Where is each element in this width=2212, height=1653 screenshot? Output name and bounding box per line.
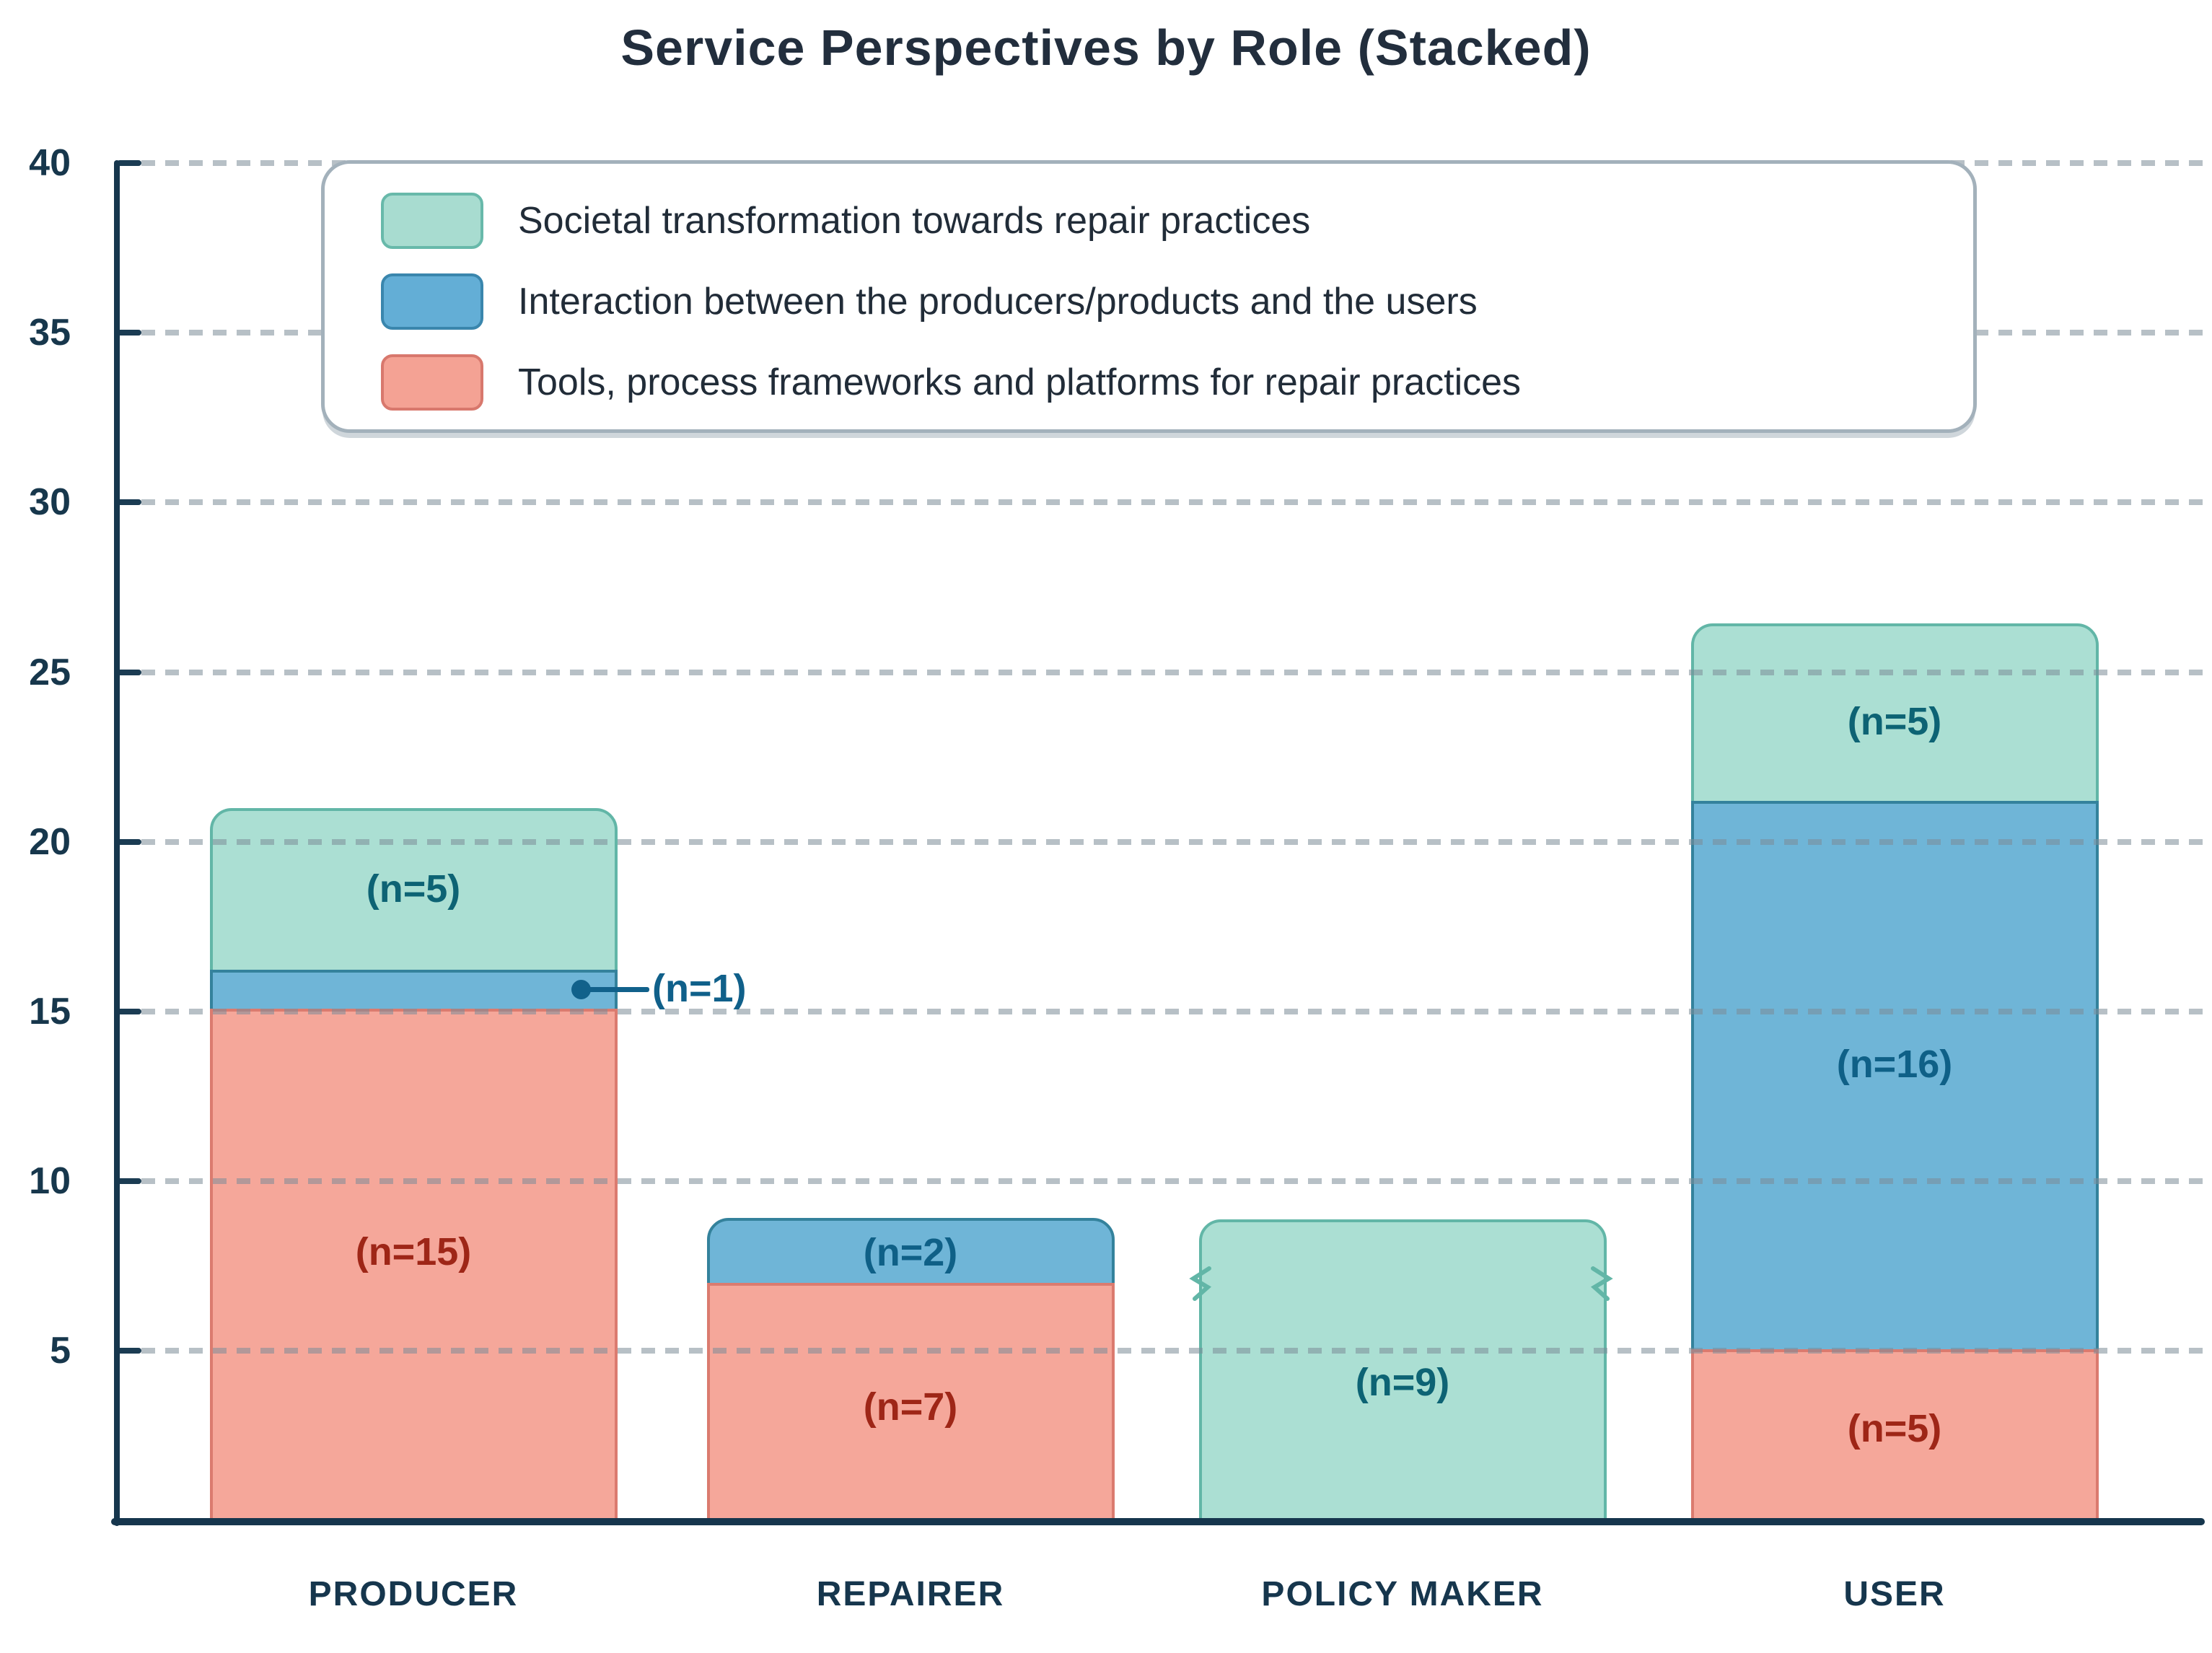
chart-title: Service Perspectives by Role (Stacked) — [620, 19, 1592, 76]
y-tick-label: 30 — [29, 481, 71, 523]
gridline-20 — [141, 839, 2205, 845]
x-tick-label-user: USER — [1843, 1575, 1946, 1613]
legend-swatch-interaction — [381, 273, 483, 330]
x-tick-label-producer: PRODUCER — [308, 1575, 519, 1613]
bar-label-user-societal: (n=5) — [1847, 700, 1942, 743]
bar-label-repairer-tools: (n=7) — [863, 1385, 958, 1429]
y-tick-mark — [117, 1178, 141, 1184]
y-axis-line — [114, 160, 120, 1526]
gridline-30 — [141, 499, 2205, 505]
y-tick-label: 35 — [29, 312, 71, 354]
legend-label-societal: Societal transformation towards repair p… — [518, 200, 1311, 242]
bar-label-repairer-interaction: (n=2) — [863, 1231, 958, 1274]
bar-segment-policy-societal — [1199, 1219, 1607, 1522]
y-tick-label: 20 — [29, 821, 71, 863]
bar-label-producer-tools: (n=15) — [355, 1230, 472, 1273]
bar-segment-user-tools — [1691, 1349, 2099, 1522]
gridline-5 — [141, 1348, 2205, 1354]
y-tick-label: 25 — [29, 652, 71, 693]
legend-label-interaction: Interaction between the producers/produc… — [518, 281, 1478, 323]
bar-label-user-interaction: (n=16) — [1836, 1043, 1953, 1086]
bar-segment-producer-societal — [210, 808, 618, 973]
bar-segment-user-societal — [1691, 623, 2099, 804]
bar-segment-repairer-interaction — [707, 1218, 1115, 1286]
bar-label-user-tools: (n=5) — [1847, 1407, 1942, 1450]
x-axis-line — [111, 1518, 2205, 1525]
gridline-10 — [141, 1178, 2205, 1184]
x-tick-label-repairer: REPAIRER — [816, 1575, 1005, 1613]
legend-label-tools: Tools, process frameworks and platforms … — [518, 361, 1522, 403]
y-tick-mark — [117, 670, 141, 675]
x-tick-label-policy-maker: POLICY MAKER — [1261, 1575, 1544, 1613]
y-tick-mark — [117, 330, 141, 336]
bar-segment-producer-interaction — [210, 970, 618, 1012]
hand-drawn-notch-icon — [1189, 1266, 1212, 1301]
y-tick-mark — [117, 1348, 141, 1354]
callout-leader-line — [581, 987, 649, 992]
hand-drawn-notch-icon — [1590, 1266, 1613, 1301]
bar-segment-repairer-tools — [707, 1283, 1115, 1522]
legend-swatch-tools — [381, 354, 483, 411]
y-tick-label: 15 — [29, 991, 71, 1032]
y-tick-label: 5 — [50, 1330, 71, 1372]
gridline-25 — [141, 670, 2205, 675]
y-tick-mark — [117, 499, 141, 505]
legend: Societal transformation towards repair p… — [321, 160, 1977, 433]
y-tick-label: 40 — [29, 142, 71, 184]
bar-label-policy-societal: (n=9) — [1355, 1361, 1450, 1404]
y-tick-mark — [117, 160, 141, 166]
bar-segment-user-interaction — [1691, 801, 2099, 1352]
callout-label: (n=1) — [652, 967, 747, 1010]
legend-swatch-societal — [381, 193, 483, 249]
y-tick-label: 10 — [29, 1160, 71, 1202]
bar-label-producer-societal: (n=5) — [366, 867, 461, 911]
gridline-15 — [141, 1009, 2205, 1014]
y-tick-mark — [117, 1009, 141, 1014]
y-tick-mark — [117, 839, 141, 845]
